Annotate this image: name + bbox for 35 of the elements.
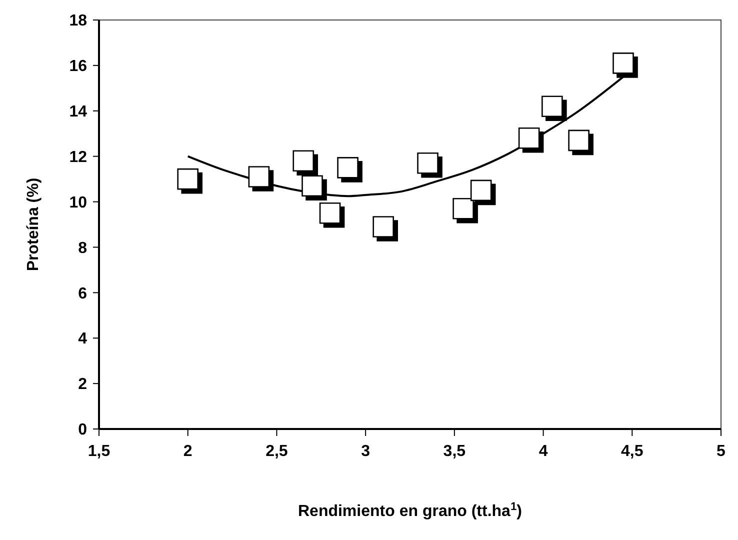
x-tick-label: 2,5 xyxy=(266,443,288,460)
x-tick-label: 2 xyxy=(183,443,192,460)
y-tick-label: 12 xyxy=(69,148,88,166)
x-tick-label: 3 xyxy=(361,443,370,460)
point xyxy=(292,150,314,172)
y-tick-label: 10 xyxy=(69,194,88,212)
x-axis-title: Rendimiento en grano (tt.ha$^{1}$) xyxy=(298,501,522,520)
y-axis-title: Proteína (%) xyxy=(25,178,42,272)
y-tick-label: 14 xyxy=(69,103,88,120)
point xyxy=(302,175,323,197)
line-series xyxy=(186,76,624,198)
point xyxy=(452,198,474,220)
point xyxy=(177,168,199,190)
point xyxy=(248,166,270,188)
x-tick-label: 3,5 xyxy=(443,443,466,460)
point xyxy=(337,157,358,178)
y-tick-label: 0 xyxy=(78,422,88,439)
point xyxy=(518,128,540,149)
point xyxy=(417,152,438,174)
x-tick-label: 4,5 xyxy=(621,443,644,460)
y-tick-label: 16 xyxy=(69,58,88,76)
point xyxy=(372,216,394,238)
y-tick-label: 18 xyxy=(69,12,88,30)
x-tick-label: 5 xyxy=(716,443,726,460)
y-tick-label: 4 xyxy=(78,330,88,348)
point xyxy=(319,202,341,224)
y-tick-label: 2 xyxy=(78,376,88,394)
y-tick-label: 8 xyxy=(78,240,88,257)
y-tick-label: 6 xyxy=(78,285,88,302)
point xyxy=(470,180,492,202)
point xyxy=(612,52,634,74)
x-tick-label: 1,5 xyxy=(88,443,110,460)
point xyxy=(568,130,590,152)
x-tick-label: 4 xyxy=(538,443,548,460)
point xyxy=(542,96,563,117)
